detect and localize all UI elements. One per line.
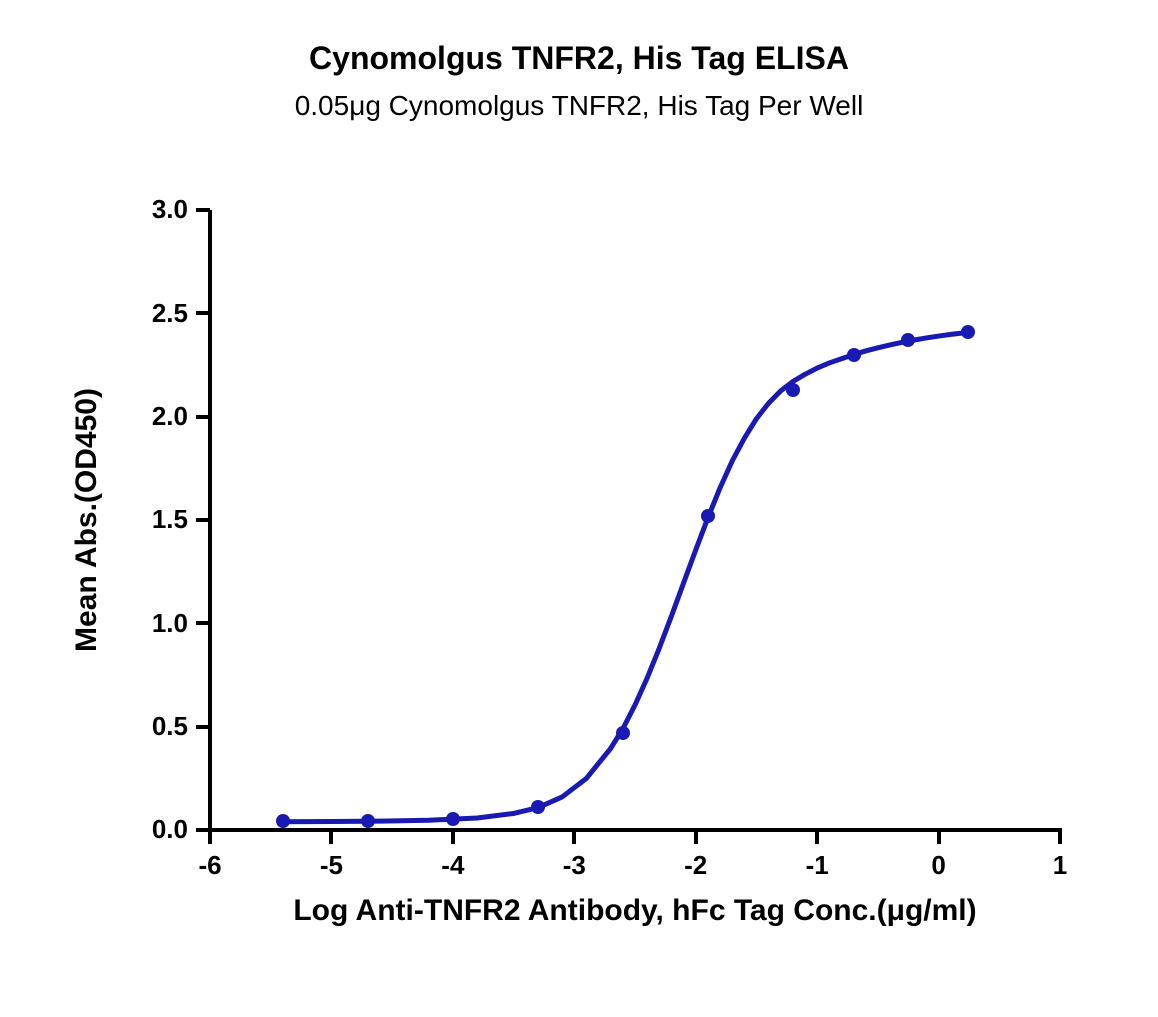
x-tick-label: -1: [787, 850, 847, 881]
x-tick: [1058, 830, 1062, 844]
x-tick: [451, 830, 455, 844]
x-tick: [208, 830, 212, 844]
y-tick-label: 0.5: [118, 711, 188, 742]
x-tick: [815, 830, 819, 844]
y-tick: [196, 621, 210, 625]
x-tick-label: -5: [301, 850, 361, 881]
x-tick-label: -2: [666, 850, 726, 881]
x-tick-label: -6: [180, 850, 240, 881]
chart-container: Cynomolgus TNFR2, His Tag ELISA 0.05μg C…: [0, 0, 1158, 1017]
plot-area: 0.00.51.01.52.02.53.0-6-5-4-3-2-101: [210, 210, 1060, 830]
curve-svg: [210, 210, 1060, 830]
data-marker: [701, 509, 715, 523]
x-tick: [572, 830, 576, 844]
data-marker: [531, 800, 545, 814]
fitted-curve: [283, 332, 968, 821]
x-tick: [694, 830, 698, 844]
y-tick: [196, 311, 210, 315]
x-tick-label: 0: [909, 850, 969, 881]
x-tick: [937, 830, 941, 844]
y-axis-label: Mean Abs.(OD450): [70, 210, 104, 830]
x-tick-label: 1: [1030, 850, 1090, 881]
y-tick: [196, 208, 210, 212]
data-marker: [961, 325, 975, 339]
data-marker: [446, 812, 460, 826]
y-tick-label: 0.0: [118, 814, 188, 845]
data-marker: [361, 814, 375, 828]
y-tick: [196, 725, 210, 729]
data-marker: [276, 814, 290, 828]
data-marker: [786, 383, 800, 397]
y-tick: [196, 415, 210, 419]
y-tick-label: 2.5: [118, 298, 188, 329]
y-tick-label: 3.0: [118, 194, 188, 225]
chart-subtitle: 0.05μg Cynomolgus TNFR2, His Tag Per Wel…: [0, 90, 1158, 122]
y-tick-label: 1.5: [118, 504, 188, 535]
x-tick-label: -3: [544, 850, 604, 881]
x-tick: [329, 830, 333, 844]
y-tick-label: 1.0: [118, 608, 188, 639]
x-tick-label: -4: [423, 850, 483, 881]
y-tick: [196, 518, 210, 522]
y-tick-label: 2.0: [118, 401, 188, 432]
data-marker: [847, 348, 861, 362]
chart-title: Cynomolgus TNFR2, His Tag ELISA: [0, 40, 1158, 77]
x-axis-label: Log Anti-TNFR2 Antibody, hFc Tag Conc.(μ…: [210, 894, 1060, 928]
